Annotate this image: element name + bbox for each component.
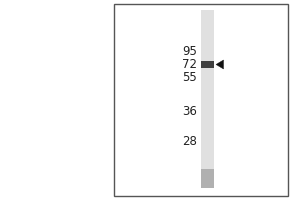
Text: 72: 72 bbox=[182, 58, 197, 71]
Polygon shape bbox=[216, 60, 224, 69]
Bar bbox=[201, 169, 214, 188]
Text: 28: 28 bbox=[182, 135, 197, 148]
Bar bbox=[201, 10, 214, 188]
Bar bbox=[114, 4, 288, 196]
Bar bbox=[201, 61, 214, 68]
Text: 55: 55 bbox=[182, 71, 197, 84]
Text: 95: 95 bbox=[182, 45, 197, 58]
Text: 36: 36 bbox=[182, 105, 197, 118]
